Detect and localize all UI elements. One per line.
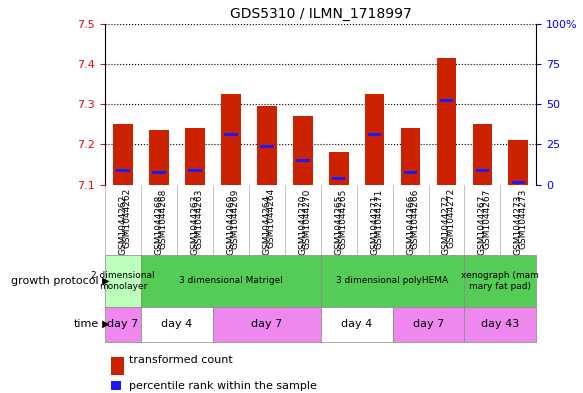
Text: GSM1044264: GSM1044264 xyxy=(267,188,276,248)
Bar xyxy=(293,116,312,185)
Bar xyxy=(260,145,273,148)
Bar xyxy=(221,94,241,185)
Text: 3 dimensional polyHEMA: 3 dimensional polyHEMA xyxy=(336,277,448,285)
Bar xyxy=(257,106,276,185)
Text: transformed count: transformed count xyxy=(129,355,233,365)
Bar xyxy=(105,307,141,342)
Bar xyxy=(465,307,536,342)
Bar xyxy=(473,124,492,185)
Text: day 4: day 4 xyxy=(341,319,372,329)
Bar xyxy=(141,255,321,307)
Text: 2 dimensional
monolayer: 2 dimensional monolayer xyxy=(91,271,154,291)
Text: day 7: day 7 xyxy=(413,319,444,329)
Bar xyxy=(392,307,465,342)
Bar xyxy=(511,181,525,184)
Title: GDS5310 / ILMN_1718997: GDS5310 / ILMN_1718997 xyxy=(230,7,412,21)
Bar xyxy=(213,307,321,342)
Bar xyxy=(224,133,238,136)
Bar xyxy=(465,255,536,307)
Bar xyxy=(296,159,310,162)
Bar xyxy=(332,177,346,180)
Bar xyxy=(113,124,133,185)
Bar xyxy=(111,357,124,375)
Text: day 7: day 7 xyxy=(107,319,139,329)
Bar xyxy=(368,133,381,136)
Text: GSM1044271: GSM1044271 xyxy=(375,188,384,249)
Bar xyxy=(105,255,141,307)
Bar xyxy=(476,169,489,172)
Text: GSM1044267: GSM1044267 xyxy=(483,188,491,249)
Bar xyxy=(116,169,130,172)
Bar xyxy=(437,58,456,185)
Bar xyxy=(403,171,417,174)
Text: ▶: ▶ xyxy=(99,276,110,286)
Bar xyxy=(401,128,420,185)
Text: day 7: day 7 xyxy=(251,319,282,329)
Text: ▶: ▶ xyxy=(99,319,110,329)
Text: GSM1044265: GSM1044265 xyxy=(339,188,347,249)
Text: time: time xyxy=(74,319,99,329)
Text: xenograph (mam
mary fat pad): xenograph (mam mary fat pad) xyxy=(462,271,539,291)
Text: day 43: day 43 xyxy=(482,319,519,329)
Text: GSM1044269: GSM1044269 xyxy=(231,188,240,249)
Text: growth protocol: growth protocol xyxy=(12,276,99,286)
Bar xyxy=(440,99,454,102)
Text: percentile rank within the sample: percentile rank within the sample xyxy=(129,381,317,391)
Bar xyxy=(185,128,205,185)
Text: day 4: day 4 xyxy=(161,319,192,329)
Text: GSM1044262: GSM1044262 xyxy=(123,188,132,248)
Text: GSM1044273: GSM1044273 xyxy=(518,188,528,249)
Text: GSM1044263: GSM1044263 xyxy=(195,188,204,249)
Bar xyxy=(188,169,202,172)
Text: GSM1044272: GSM1044272 xyxy=(447,188,455,248)
Bar xyxy=(329,152,349,185)
Bar xyxy=(152,171,166,174)
Bar xyxy=(508,140,528,185)
Text: 3 dimensional Matrigel: 3 dimensional Matrigel xyxy=(179,277,283,285)
Bar xyxy=(321,307,392,342)
Text: GSM1044266: GSM1044266 xyxy=(410,188,420,249)
Bar xyxy=(321,255,465,307)
Bar xyxy=(141,307,213,342)
Bar xyxy=(111,380,121,391)
Text: GSM1044270: GSM1044270 xyxy=(303,188,312,249)
Bar xyxy=(149,130,168,185)
Bar xyxy=(365,94,384,185)
Text: GSM1044268: GSM1044268 xyxy=(159,188,168,249)
